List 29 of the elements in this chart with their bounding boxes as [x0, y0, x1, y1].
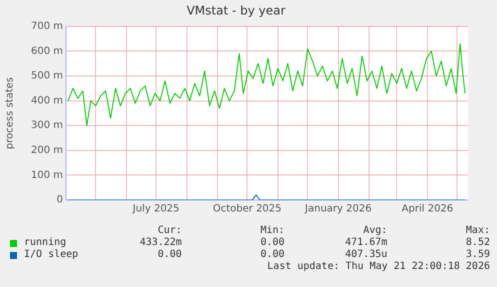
y-tick-label: 500 m [30, 70, 63, 82]
text: 0.00 [259, 249, 285, 261]
x-tick-label: July 2025 [132, 204, 180, 215]
text: Cur: [156, 225, 182, 237]
y-axis-title: process states [4, 77, 16, 150]
x-tick-label: October 2025 [212, 204, 282, 215]
legend-label: running [24, 237, 66, 249]
y-tick-label: 100 m [30, 170, 63, 181]
text: 0.00 [156, 249, 182, 261]
text: 0.00 [259, 237, 285, 249]
y-tick-label: 700 m [30, 20, 63, 32]
x-tick-label: January 2026 [304, 204, 372, 215]
text: 407.35u [344, 249, 388, 261]
y-tick-label: 0 [56, 194, 63, 206]
text: 471.67m [344, 237, 388, 249]
text: Avg: [362, 225, 388, 237]
text: 433.22m [138, 237, 182, 249]
text: Max: [464, 225, 490, 237]
text: Min: [259, 225, 285, 237]
text: Last update: Thu May 21 22:00:18 2026 [266, 261, 490, 273]
y-tick-label: 600 m [30, 46, 63, 57]
chart-title: VMstat - by year [186, 3, 286, 18]
legend-label: I/O sleep [24, 249, 78, 261]
text: 8.52 [464, 237, 490, 249]
text: 3.59 [464, 249, 490, 261]
x-tick-label: April 2026 [402, 204, 454, 215]
y-tick-label: 200 m [30, 144, 63, 156]
y-tick-label: 400 m [30, 95, 63, 106]
y-tick-label: 300 m [30, 120, 63, 132]
